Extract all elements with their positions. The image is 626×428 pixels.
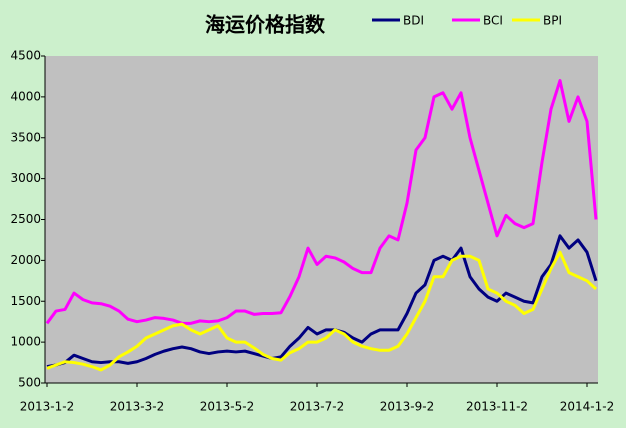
y-tick-label: 4000: [10, 89, 41, 103]
y-tick-label: 500: [18, 376, 41, 390]
legend-label: BDI: [403, 14, 424, 28]
y-tick-label: 2000: [10, 253, 41, 267]
x-tick-label: 2013-7-2: [290, 400, 344, 414]
legend-label: BPI: [543, 14, 562, 28]
y-tick-label: 1500: [10, 294, 41, 308]
x-tick-label: 2013-11-2: [466, 400, 528, 414]
series-line: [46, 234, 598, 369]
y-tick-label: 4500: [10, 49, 41, 63]
series-line: [45, 79, 598, 325]
legend-label: BCI: [483, 14, 503, 28]
x-tick-label: 2013-1-2: [20, 400, 74, 414]
x-tick-label: 2013-5-2: [200, 400, 254, 414]
y-tick-label: 1000: [10, 335, 41, 349]
x-tick-label: 2013-3-2: [110, 400, 164, 414]
x-tick-label: 2014-1-2: [560, 400, 614, 414]
y-tick-label: 3500: [10, 130, 41, 144]
x-tick-label: 2013-9-2: [380, 400, 434, 414]
series-line: [46, 250, 598, 372]
chart-title: 海运价格指数: [205, 12, 326, 36]
y-tick-label: 2500: [10, 212, 41, 226]
y-tick-label: 3000: [10, 171, 41, 185]
plot-area: [45, 56, 598, 383]
